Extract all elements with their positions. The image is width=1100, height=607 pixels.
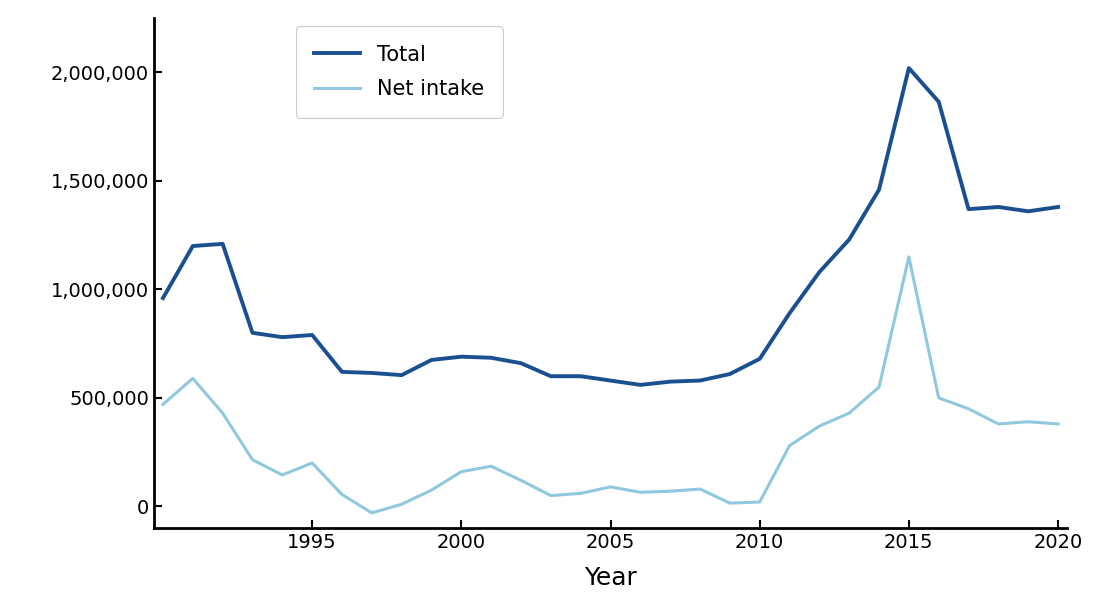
Net intake — [843, 410, 856, 417]
Net intake — [544, 492, 558, 499]
Total — [992, 203, 1005, 211]
Net intake — [634, 489, 647, 496]
Total — [843, 236, 856, 243]
Net intake — [1052, 420, 1065, 427]
Net intake — [336, 491, 349, 498]
Net intake — [992, 420, 1005, 427]
Total — [634, 381, 647, 388]
Total — [156, 294, 169, 302]
Total — [932, 98, 945, 106]
Total — [693, 377, 706, 384]
Total — [454, 353, 467, 361]
Net intake — [723, 500, 736, 507]
Legend: Total, Net intake: Total, Net intake — [296, 26, 503, 118]
Total — [783, 310, 796, 317]
Net intake — [932, 395, 945, 402]
Total — [186, 242, 199, 249]
Total — [961, 206, 975, 213]
Net intake — [246, 456, 260, 463]
Net intake — [693, 486, 706, 493]
Net intake — [454, 468, 467, 475]
Net intake — [216, 410, 229, 417]
Total — [872, 186, 886, 193]
Total — [813, 268, 826, 276]
Total — [574, 373, 587, 380]
Line: Net intake: Net intake — [163, 257, 1058, 513]
Total — [246, 329, 260, 336]
Total — [515, 359, 528, 367]
Total — [663, 378, 676, 385]
Net intake — [902, 253, 915, 260]
Total — [754, 355, 767, 362]
Net intake — [663, 487, 676, 495]
Total — [485, 354, 498, 361]
Net intake — [186, 375, 199, 382]
Net intake — [783, 442, 796, 449]
Net intake — [425, 486, 438, 493]
Net intake — [574, 490, 587, 497]
Total — [604, 377, 617, 384]
Line: Total: Total — [163, 68, 1058, 385]
Net intake — [515, 476, 528, 484]
Net intake — [156, 401, 169, 408]
Net intake — [276, 471, 289, 478]
Net intake — [306, 459, 319, 467]
Total — [306, 331, 319, 339]
Total — [425, 356, 438, 364]
Net intake — [813, 422, 826, 430]
Total — [365, 369, 378, 376]
Total — [902, 64, 915, 72]
Total — [1052, 203, 1065, 211]
Total — [276, 333, 289, 341]
Net intake — [604, 483, 617, 490]
Net intake — [395, 501, 408, 508]
Net intake — [961, 405, 975, 412]
Net intake — [485, 463, 498, 470]
Total — [336, 368, 349, 376]
Total — [544, 373, 558, 380]
Total — [216, 240, 229, 248]
Total — [1022, 208, 1035, 215]
Total — [395, 371, 408, 379]
Net intake — [872, 384, 886, 391]
X-axis label: Year: Year — [584, 566, 637, 590]
Net intake — [365, 509, 378, 517]
Net intake — [754, 498, 767, 506]
Net intake — [1022, 418, 1035, 426]
Total — [723, 370, 736, 378]
